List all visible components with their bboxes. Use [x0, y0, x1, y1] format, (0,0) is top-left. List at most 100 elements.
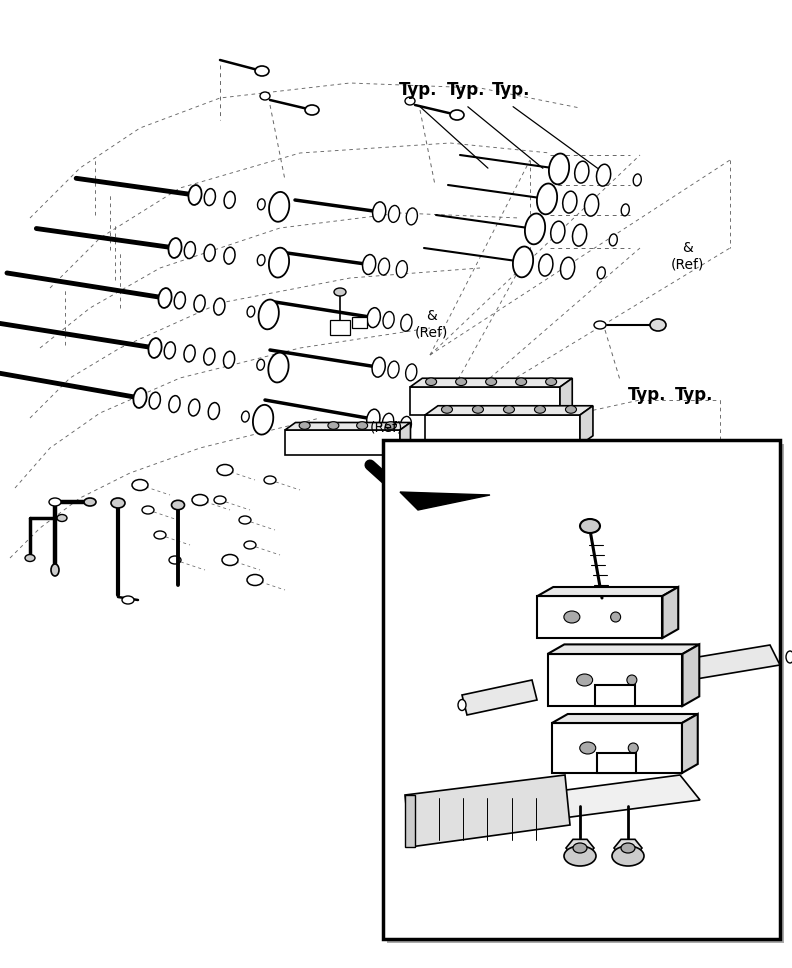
Ellipse shape: [257, 359, 265, 370]
Bar: [383, 440, 780, 939]
Ellipse shape: [372, 357, 385, 378]
Ellipse shape: [485, 378, 497, 385]
Ellipse shape: [305, 105, 319, 115]
Ellipse shape: [253, 405, 273, 435]
Ellipse shape: [255, 66, 269, 76]
Ellipse shape: [383, 312, 394, 328]
Ellipse shape: [269, 192, 289, 222]
Ellipse shape: [621, 204, 630, 216]
Polygon shape: [538, 587, 678, 596]
Ellipse shape: [149, 392, 161, 409]
Ellipse shape: [405, 97, 415, 105]
Text: Typ.: Typ.: [492, 81, 530, 99]
Ellipse shape: [84, 498, 96, 506]
Ellipse shape: [577, 674, 592, 686]
Ellipse shape: [169, 238, 181, 257]
Text: Typ.: Typ.: [447, 81, 485, 99]
Ellipse shape: [386, 422, 396, 429]
Ellipse shape: [621, 843, 635, 853]
Ellipse shape: [473, 406, 483, 413]
Text: Typ.: Typ.: [399, 81, 437, 99]
Ellipse shape: [133, 388, 147, 408]
Ellipse shape: [258, 299, 279, 329]
Ellipse shape: [372, 202, 386, 222]
Polygon shape: [682, 714, 698, 773]
Ellipse shape: [148, 338, 162, 358]
Polygon shape: [400, 492, 490, 510]
Ellipse shape: [786, 651, 792, 663]
Polygon shape: [405, 795, 415, 847]
Ellipse shape: [539, 255, 553, 276]
Polygon shape: [552, 723, 682, 773]
Text: &
(Ref): & (Ref): [671, 241, 704, 272]
Ellipse shape: [537, 184, 557, 214]
Polygon shape: [547, 645, 699, 654]
Ellipse shape: [596, 165, 611, 186]
Ellipse shape: [546, 378, 557, 385]
Polygon shape: [614, 839, 642, 857]
Ellipse shape: [172, 500, 185, 510]
Polygon shape: [462, 680, 537, 715]
Polygon shape: [560, 378, 573, 415]
Ellipse shape: [184, 345, 195, 362]
Ellipse shape: [580, 519, 600, 533]
Polygon shape: [552, 714, 698, 723]
Ellipse shape: [458, 700, 466, 711]
Ellipse shape: [328, 422, 339, 429]
Polygon shape: [547, 654, 683, 706]
Ellipse shape: [214, 298, 225, 315]
Ellipse shape: [111, 498, 125, 508]
Polygon shape: [400, 422, 410, 455]
Ellipse shape: [132, 479, 148, 491]
Ellipse shape: [450, 110, 464, 120]
Ellipse shape: [634, 174, 642, 186]
Ellipse shape: [565, 406, 577, 413]
Ellipse shape: [406, 208, 417, 225]
Ellipse shape: [441, 406, 452, 413]
Ellipse shape: [455, 378, 466, 385]
Polygon shape: [683, 645, 699, 706]
Ellipse shape: [264, 476, 276, 484]
Ellipse shape: [57, 515, 67, 522]
Ellipse shape: [188, 185, 202, 205]
Ellipse shape: [188, 399, 200, 416]
Polygon shape: [410, 378, 573, 387]
Ellipse shape: [575, 162, 589, 183]
Ellipse shape: [154, 531, 166, 539]
Polygon shape: [662, 587, 678, 638]
Ellipse shape: [204, 244, 215, 261]
Polygon shape: [680, 645, 780, 680]
Text: (Ref): (Ref): [370, 421, 403, 435]
Ellipse shape: [242, 411, 249, 422]
Ellipse shape: [217, 465, 233, 475]
Polygon shape: [405, 775, 570, 847]
Ellipse shape: [573, 225, 587, 246]
Ellipse shape: [164, 342, 175, 359]
Ellipse shape: [192, 495, 208, 505]
Ellipse shape: [194, 295, 205, 312]
Ellipse shape: [561, 257, 575, 279]
Polygon shape: [580, 406, 593, 445]
Ellipse shape: [650, 319, 666, 331]
Ellipse shape: [268, 248, 289, 278]
Ellipse shape: [388, 205, 400, 223]
Polygon shape: [285, 422, 410, 430]
Ellipse shape: [204, 189, 215, 205]
Ellipse shape: [169, 396, 180, 412]
Ellipse shape: [169, 556, 181, 564]
Text: &
(Ref): & (Ref): [415, 309, 448, 340]
Ellipse shape: [257, 198, 265, 210]
Ellipse shape: [564, 846, 596, 866]
Ellipse shape: [401, 315, 412, 331]
Polygon shape: [595, 685, 635, 706]
Ellipse shape: [388, 361, 399, 378]
Ellipse shape: [535, 406, 546, 413]
Ellipse shape: [383, 413, 394, 430]
Ellipse shape: [158, 288, 172, 308]
Ellipse shape: [214, 496, 226, 504]
Ellipse shape: [425, 378, 436, 385]
Ellipse shape: [223, 351, 234, 368]
Ellipse shape: [356, 422, 367, 429]
Ellipse shape: [550, 221, 565, 243]
Ellipse shape: [299, 422, 310, 429]
